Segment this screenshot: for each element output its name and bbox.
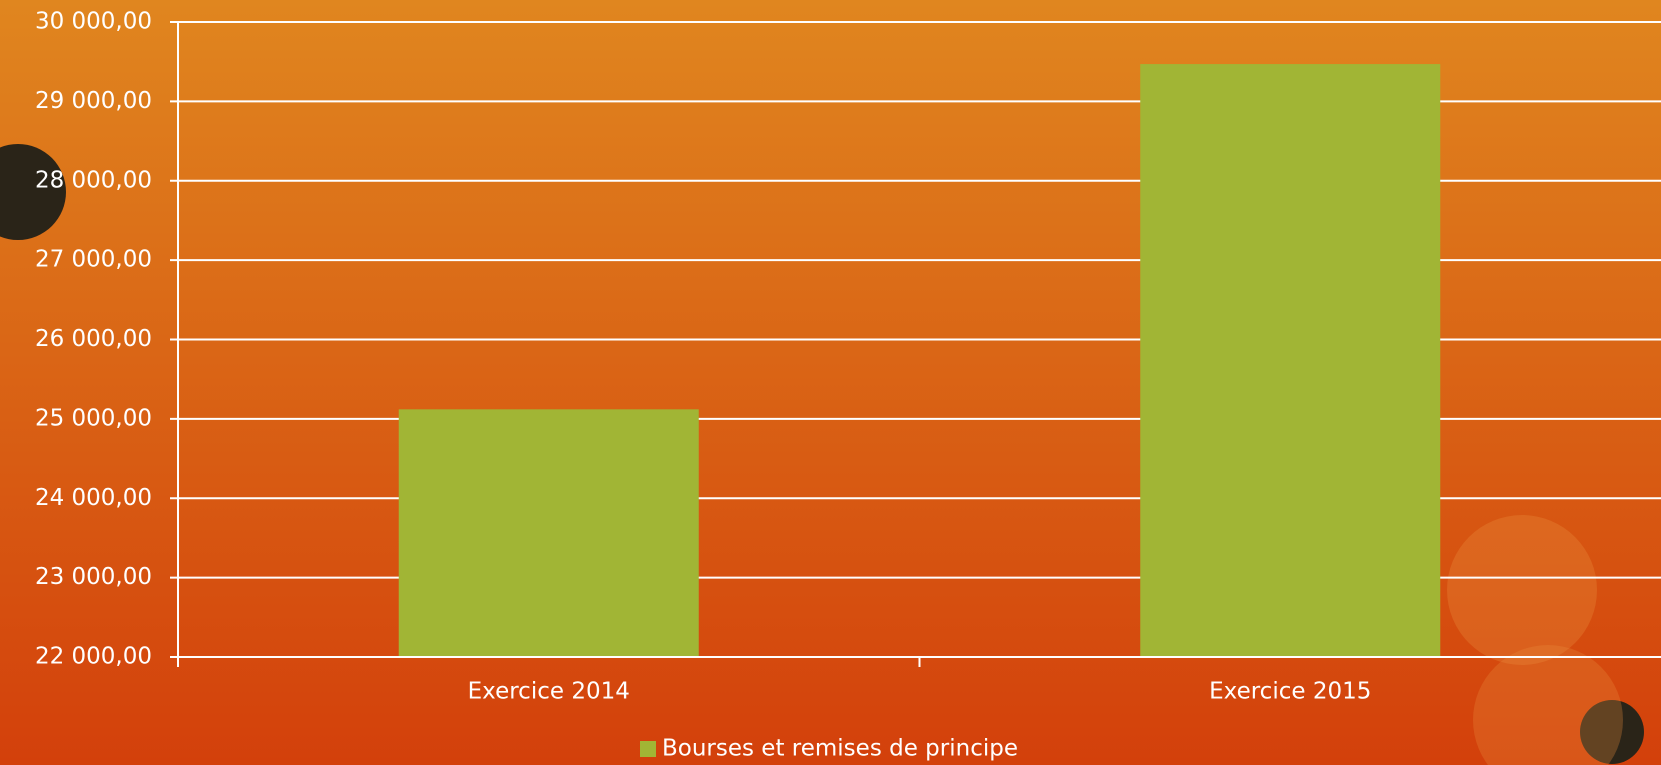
x-tick-label: Exercice 2015 [1209,679,1371,705]
bar [399,409,699,657]
y-tick-label: 23 000,00 [35,564,152,590]
legend-label: Bourses et remises de principe [662,736,1018,762]
x-tick-label: Exercice 2014 [468,679,630,705]
bar [1140,64,1440,657]
y-tick-label: 28 000,00 [35,167,152,193]
y-tick-label: 25 000,00 [35,405,152,431]
legend-swatch [640,741,656,757]
decor-circle [1447,515,1597,665]
y-tick-label: 24 000,00 [35,485,152,511]
y-tick-label: 30 000,00 [35,9,152,35]
y-tick-label: 29 000,00 [35,88,152,114]
y-tick-label: 22 000,00 [35,644,152,670]
chart: 22 000,00 23 000,00 24 000,00 25 000,00 26 0… [0,0,1661,765]
y-tick-label: 27 000,00 [35,247,152,273]
y-tick-label: 26 000,00 [35,326,152,352]
